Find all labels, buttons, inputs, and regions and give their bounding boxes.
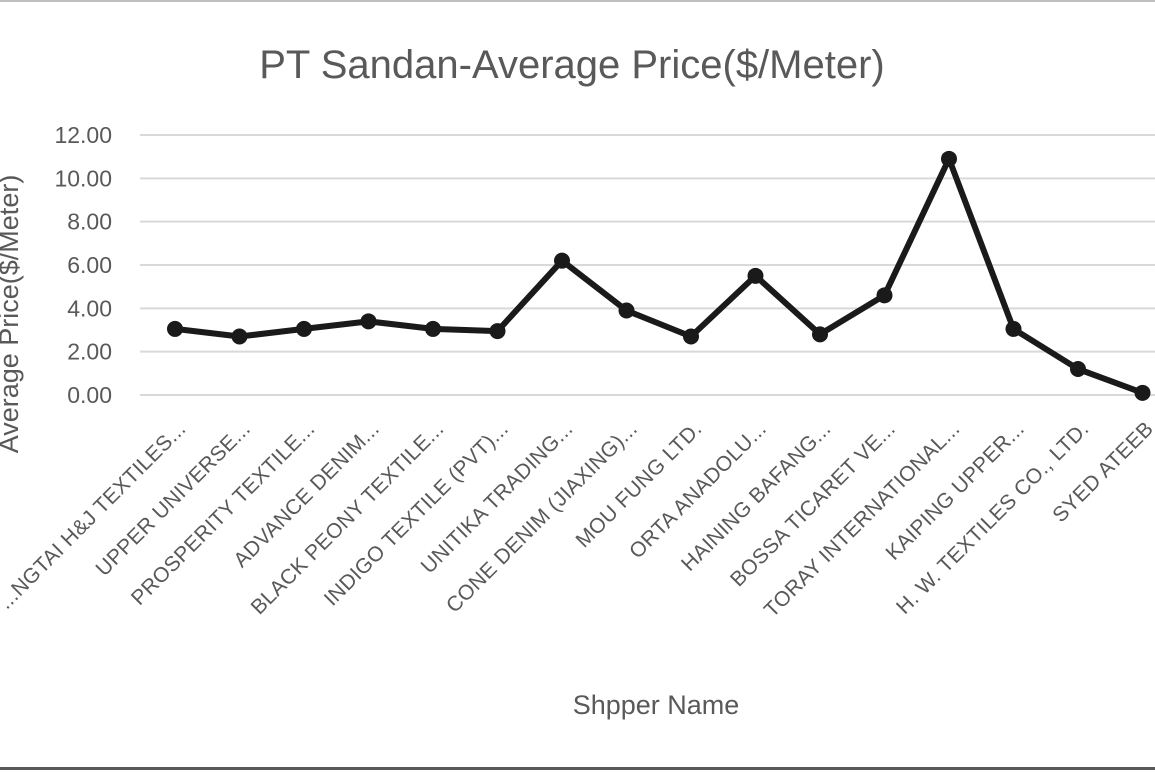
y-tick-label: 8.00: [67, 209, 112, 235]
data-point: [231, 328, 248, 345]
data-point: [618, 302, 635, 319]
y-tick-labels: 0.00 2.00 4.00 6.00 8.00 10.00 12.00: [54, 122, 112, 408]
x-category-labels: ...NGTAI H&J TEXTILES...UPPER UNIVERSE..…: [0, 417, 1155, 622]
y-tick-label: 10.00: [54, 165, 112, 191]
y-tick-label: 12.00: [54, 122, 112, 148]
chart-title: PT Sandan-Average Price($/Meter): [259, 43, 885, 87]
data-point: [876, 287, 893, 304]
series-layer: [167, 150, 1151, 401]
data-point: [683, 328, 699, 345]
data-point: [747, 267, 764, 284]
data-point: [1070, 361, 1086, 377]
y-tick-label: 0.00: [67, 382, 112, 408]
data-point: [554, 252, 570, 269]
data-point: [489, 323, 506, 340]
data-point: [1134, 384, 1151, 401]
data-point: [812, 326, 828, 343]
series-line: [172, 155, 1146, 396]
data-point: [425, 320, 441, 337]
data-point: [1005, 320, 1022, 337]
data-point: [360, 313, 377, 330]
gridlines: [140, 134, 1155, 396]
data-point: [296, 320, 312, 337]
data-point: [167, 320, 183, 337]
data-point: [941, 150, 957, 167]
x-axis-title: Shpper Name: [573, 690, 740, 720]
y-tick-label: 4.00: [67, 295, 112, 321]
y-tick-label: 2.00: [67, 339, 112, 365]
y-tick-label: 6.00: [67, 252, 112, 278]
y-axis-title: Average Price($/Meter): [0, 175, 24, 454]
